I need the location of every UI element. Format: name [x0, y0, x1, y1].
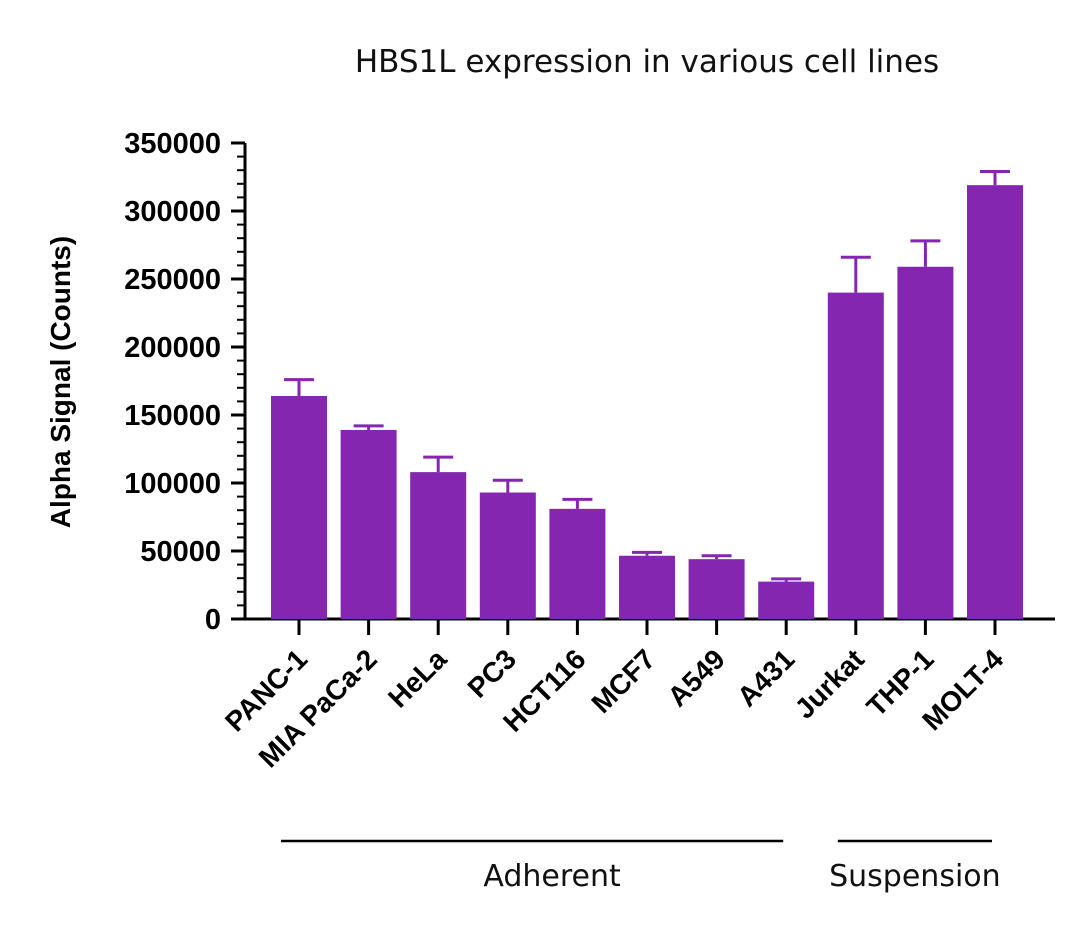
- bar: [688, 559, 745, 619]
- y-tick-label: 350000: [124, 128, 221, 160]
- bar: [410, 472, 467, 619]
- bar: [619, 555, 675, 619]
- group-label: Adherent: [483, 859, 621, 894]
- x-tick-label: MCF7: [585, 643, 661, 719]
- x-tick-label: Jurkat: [789, 643, 870, 724]
- x-tick-label: A549: [662, 643, 731, 712]
- y-tick-label: 300000: [124, 196, 221, 228]
- bar: [549, 508, 606, 619]
- x-tick-label: HeLa: [382, 643, 453, 714]
- group-annotations: Adherent Suspension: [281, 839, 1001, 894]
- group-label: Suspension: [829, 859, 1001, 894]
- bars: [271, 170, 1023, 619]
- y-axis-label: Alpha Signal (Counts): [45, 236, 76, 528]
- y-tick-label: 100000: [124, 468, 221, 500]
- bar: [967, 185, 1023, 619]
- y-tick-label: 50000: [140, 536, 221, 568]
- y-tick-label: 200000: [124, 332, 221, 364]
- y-tick-label: 150000: [124, 400, 221, 432]
- y-tick-label: 0: [205, 604, 221, 636]
- chart-title: HBS1L expression in various cell lines: [355, 44, 939, 80]
- bar: [340, 429, 397, 619]
- bar: [897, 266, 954, 619]
- bar: [271, 395, 327, 619]
- bar: [479, 492, 536, 619]
- bar: [827, 292, 884, 619]
- y-tick-label: 250000: [124, 264, 221, 296]
- x-tick-label: PC3: [462, 643, 522, 703]
- bar: [758, 581, 815, 619]
